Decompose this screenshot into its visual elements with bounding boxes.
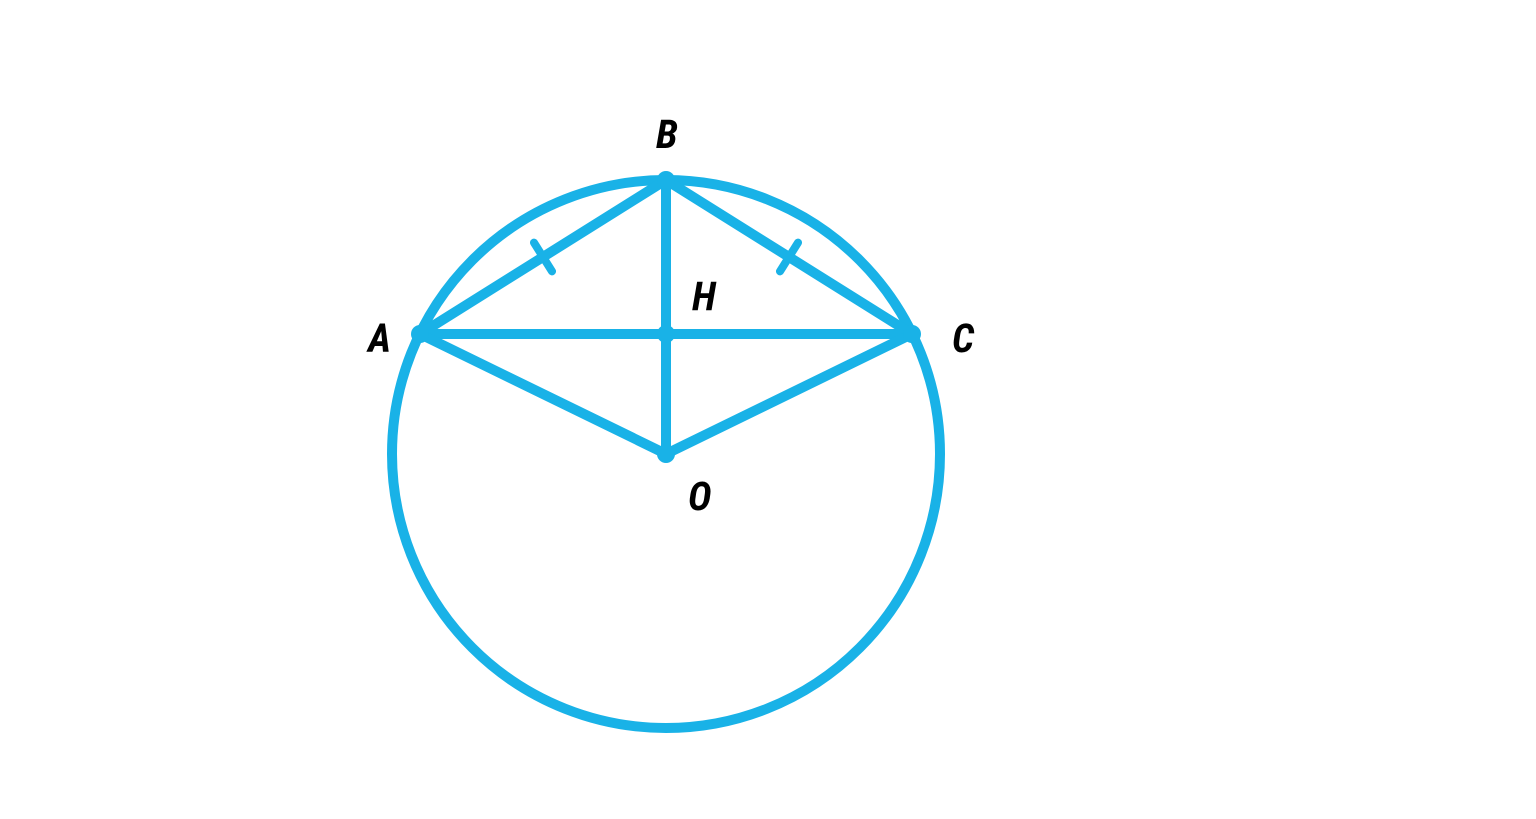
point-b [657,171,675,189]
label-o: O [688,473,711,520]
label-c: C [952,315,975,362]
point-o [657,445,675,463]
label-h: H [692,273,717,320]
point-c [903,325,921,343]
point-a [411,325,429,343]
geometry-diagram: O B A C H [0,0,1536,819]
point-h [657,325,675,343]
label-a: A [366,315,391,362]
label-b: B [656,111,678,158]
